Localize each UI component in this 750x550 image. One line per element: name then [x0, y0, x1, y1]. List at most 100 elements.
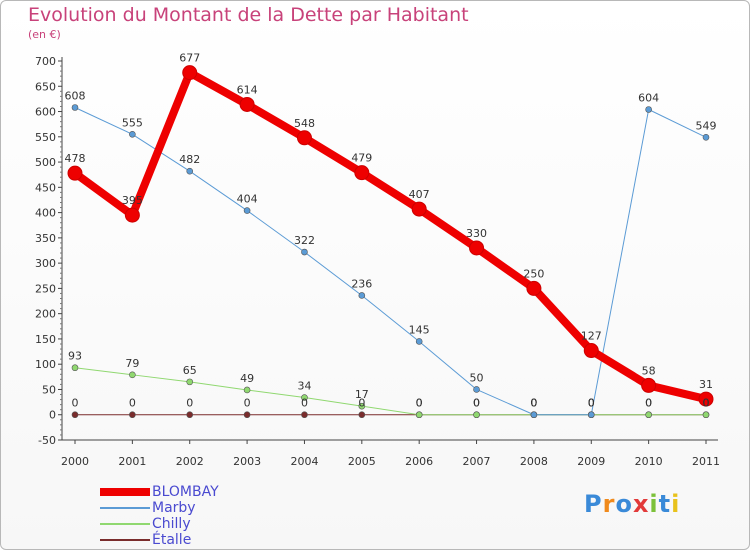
- data-label: 407: [409, 188, 430, 201]
- legend-swatch-chilly: [100, 523, 150, 525]
- data-label: 0: [588, 397, 595, 410]
- data-point: [530, 411, 538, 419]
- y-tick-label: 500: [35, 156, 56, 169]
- data-point: [587, 411, 595, 419]
- logo-letter: r: [602, 490, 616, 518]
- data-point: [645, 106, 652, 113]
- data-point: [129, 130, 136, 138]
- data-point: [702, 134, 710, 141]
- data-label: 0: [473, 397, 480, 410]
- data-point: [243, 207, 251, 214]
- data-label: 145: [409, 323, 430, 336]
- x-tick-label: 2001: [118, 455, 146, 468]
- data-point: [129, 411, 136, 419]
- data-label: 478: [65, 152, 86, 165]
- data-label: 49: [240, 372, 254, 385]
- y-tick-label: 250: [35, 282, 56, 295]
- chart-title: Evolution du Montant de la Dette par Hab…: [28, 4, 469, 26]
- data-point: [526, 280, 542, 296]
- data-label: 0: [186, 397, 193, 410]
- y-tick-label: 150: [35, 333, 56, 346]
- data-label: 479: [351, 152, 372, 165]
- data-label: 604: [638, 92, 659, 105]
- data-label: 0: [588, 397, 595, 410]
- data-point: [71, 411, 79, 419]
- x-tick-label: 2009: [577, 455, 605, 468]
- data-label: 0: [416, 397, 423, 410]
- y-tick-label: 0: [49, 409, 56, 422]
- y-tick-label: 200: [35, 308, 56, 321]
- data-point: [698, 391, 714, 407]
- data-point: [239, 96, 255, 112]
- data-label: 0: [72, 397, 79, 410]
- legend-swatch-marby: [100, 507, 150, 509]
- data-point: [358, 292, 366, 299]
- x-tick-label: 2003: [233, 455, 261, 468]
- legend-swatch-etalle: [100, 539, 150, 541]
- y-tick-label: 50: [42, 383, 56, 396]
- y-tick-label: 550: [35, 131, 56, 144]
- data-label: 0: [129, 397, 136, 410]
- data-point: [71, 104, 79, 111]
- x-tick-label: 2004: [290, 455, 318, 468]
- data-point: [243, 386, 251, 394]
- data-label: 0: [645, 397, 652, 410]
- y-tick-label: 450: [35, 181, 56, 194]
- data-label: 0: [645, 397, 652, 410]
- data-label: 677: [179, 52, 200, 65]
- data-label: 482: [179, 153, 200, 166]
- data-point: [301, 411, 308, 419]
- data-label: 58: [642, 364, 656, 377]
- data-point: [301, 394, 308, 401]
- data-label: 0: [416, 397, 423, 410]
- data-point: [67, 165, 83, 181]
- data-point: [301, 248, 308, 256]
- logo-letter: P: [584, 490, 603, 518]
- y-tick-label: 600: [35, 106, 56, 119]
- legend-label-marby: Marby: [152, 500, 196, 516]
- chart-subtitle: (en €): [28, 28, 61, 41]
- data-point: [129, 371, 136, 379]
- y-tick-label: 350: [35, 232, 56, 245]
- data-label: 0: [703, 397, 710, 410]
- proxiti-logo: Proxiti: [584, 490, 680, 518]
- data-point: [186, 411, 194, 419]
- data-point: [645, 411, 652, 419]
- data-label: 608: [65, 89, 86, 102]
- data-label: 549: [696, 119, 717, 132]
- data-label: 614: [237, 83, 258, 96]
- x-tick-label: 2000: [61, 455, 89, 468]
- data-label: 0: [703, 397, 710, 410]
- x-tick-label: 2010: [635, 455, 663, 468]
- logo-letter: t: [658, 490, 672, 518]
- legend-label-etalle: Étalle: [152, 532, 192, 548]
- x-tick-label: 2008: [520, 455, 548, 468]
- data-label: 555: [122, 116, 143, 129]
- data-point: [182, 65, 198, 81]
- data-point: [583, 343, 599, 359]
- data-label: 0: [358, 397, 365, 410]
- data-point: [473, 411, 480, 419]
- series-line-marby: [74, 106, 707, 416]
- data-label: 236: [351, 277, 372, 290]
- data-point: [469, 240, 485, 256]
- data-point: [354, 165, 370, 181]
- data-label: 79: [125, 357, 139, 370]
- logo-letter: i: [649, 490, 659, 518]
- data-point: [358, 402, 366, 410]
- data-label: 0: [244, 397, 251, 410]
- data-label: 0: [301, 397, 308, 410]
- x-tick-label: 2002: [176, 455, 204, 468]
- data-label: 322: [294, 234, 315, 247]
- data-point: [411, 201, 427, 217]
- data-label: 65: [183, 364, 197, 377]
- series-line-blombay: [71, 68, 710, 404]
- data-label: 0: [473, 397, 480, 410]
- legend-label-chilly: Chilly: [152, 516, 191, 532]
- logo-letter: x: [632, 490, 650, 518]
- y-tick-label: 400: [35, 207, 56, 220]
- data-point: [702, 411, 710, 419]
- legend-swatch-blombay: [100, 488, 150, 496]
- data-label: 0: [530, 397, 537, 410]
